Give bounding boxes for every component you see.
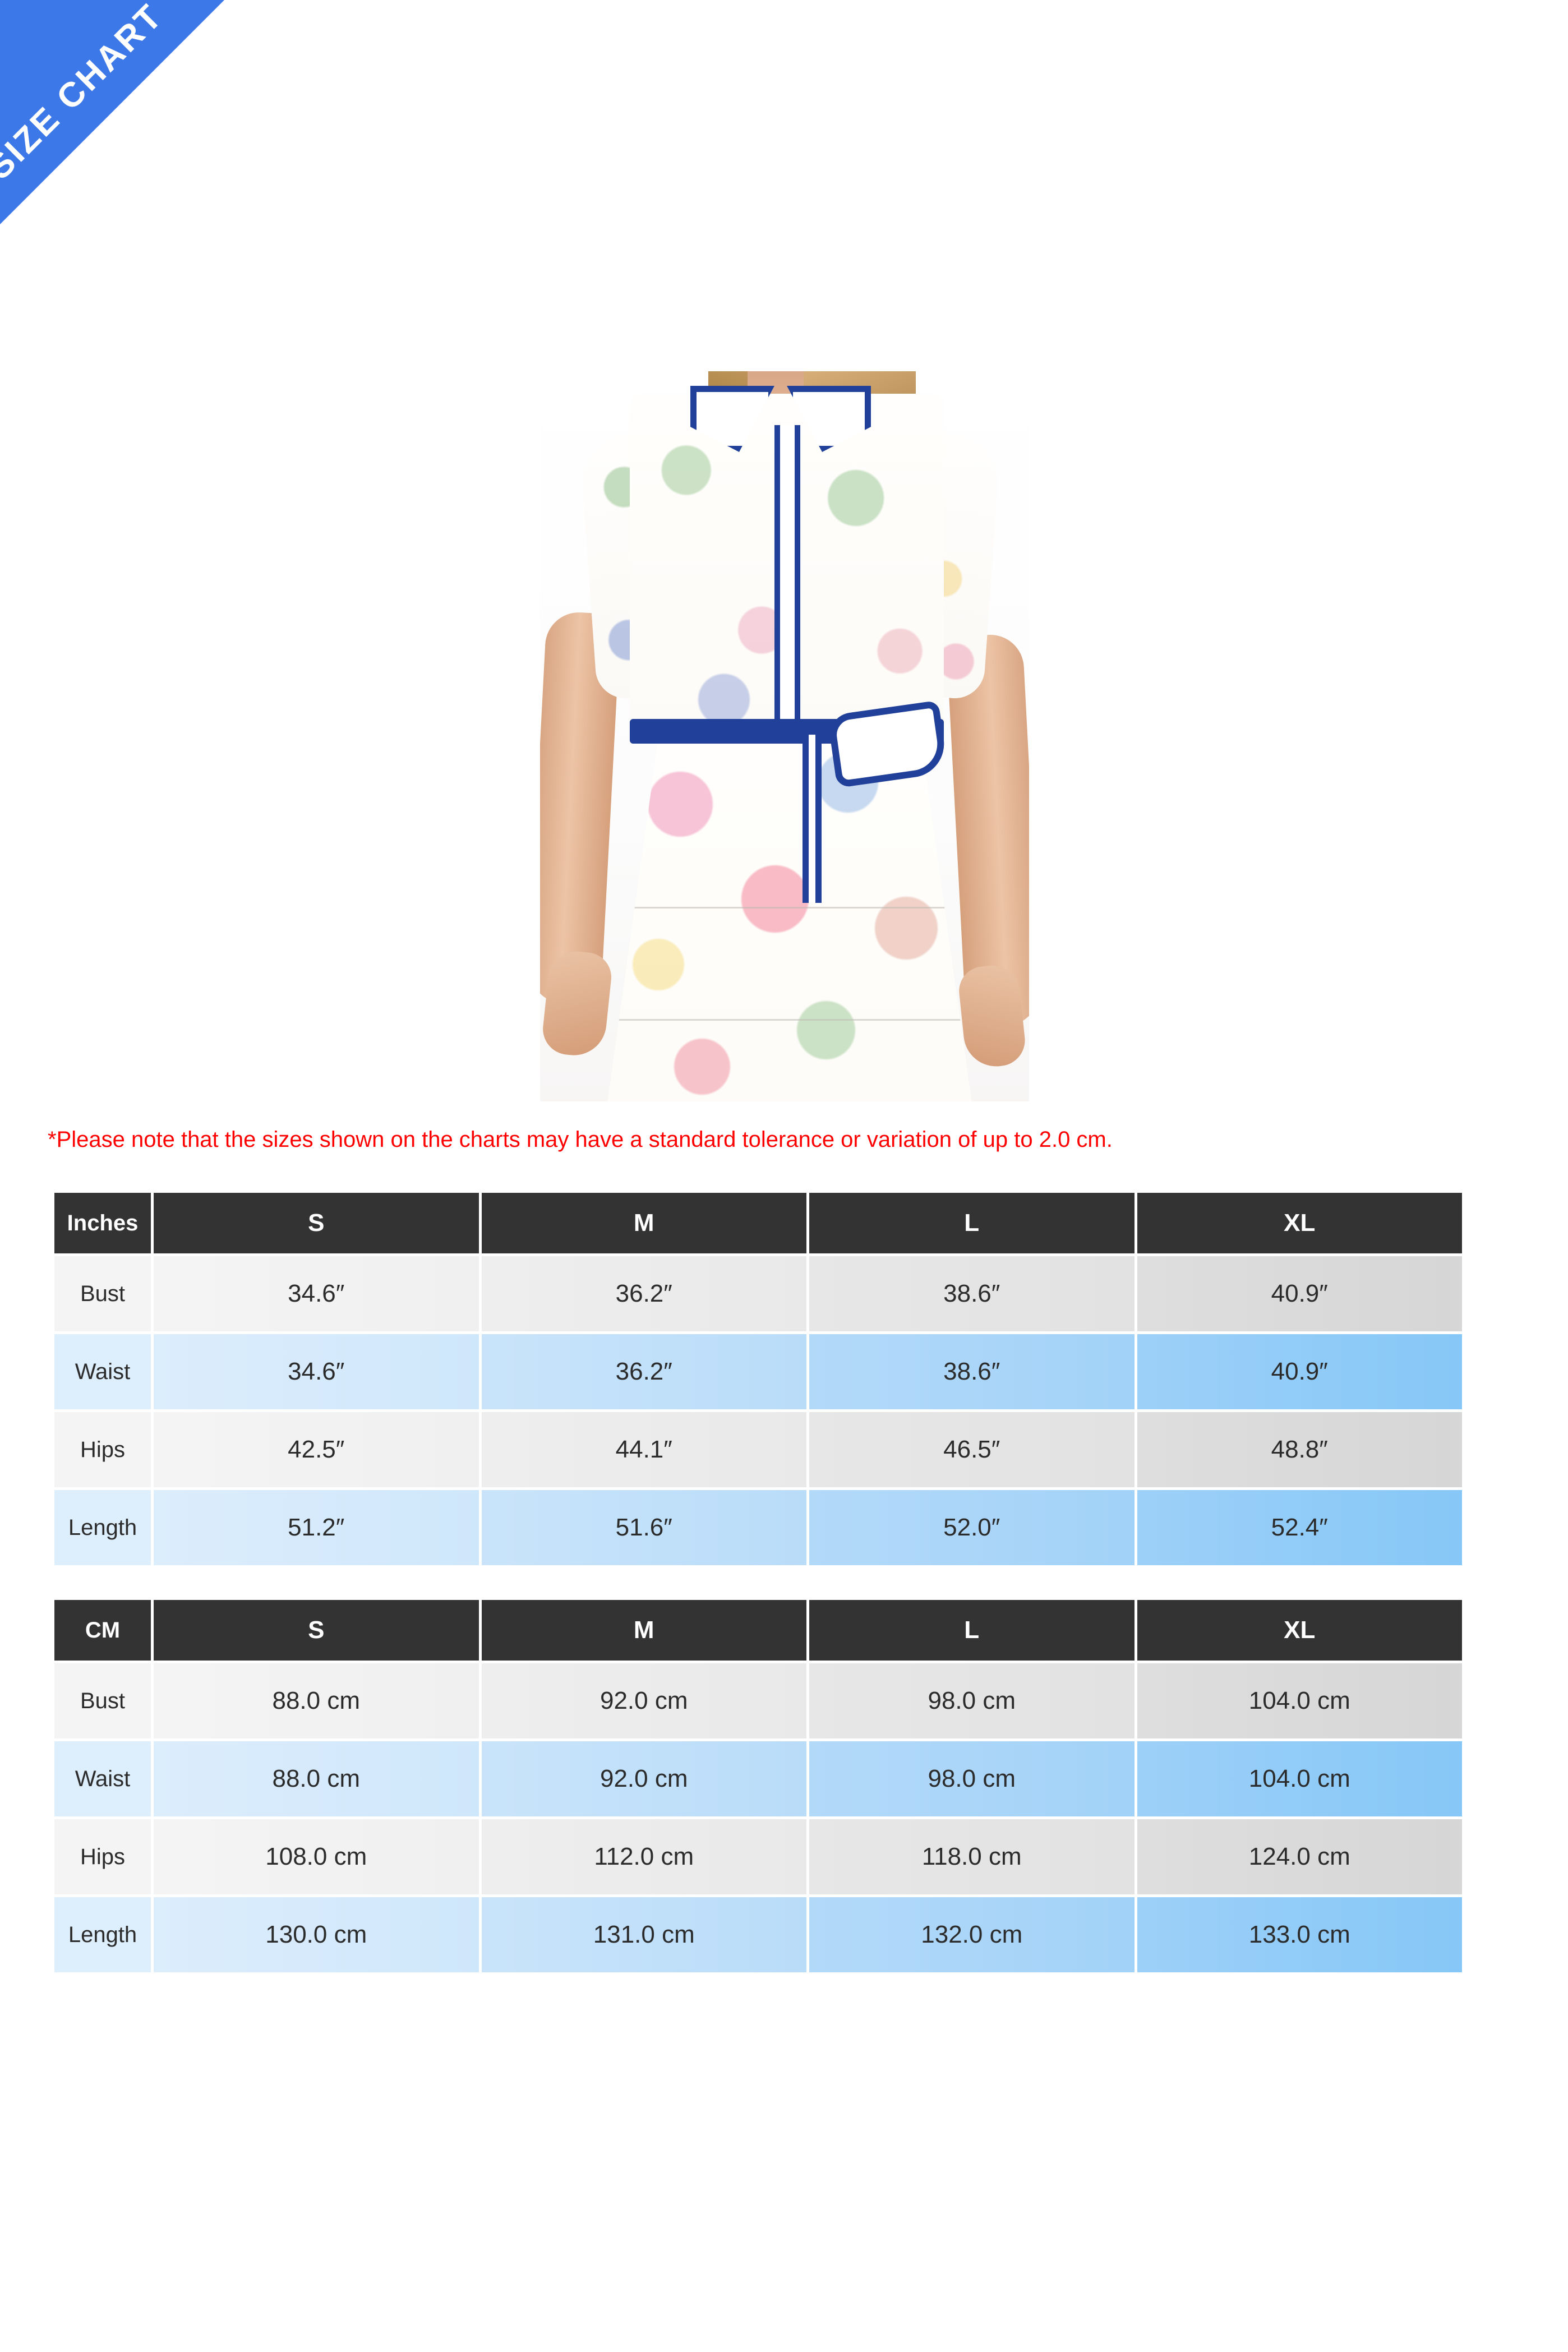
cell-length-l: 132.0 cm [809, 1897, 1135, 1972]
cell-bust-l: 38.6″ [809, 1256, 1135, 1331]
table-header-row: CM S M L XL [54, 1600, 1462, 1661]
cell-bust-m: 92.0 cm [481, 1663, 806, 1738]
cell-hips-s: 42.5″ [154, 1412, 479, 1487]
dress-skirt [607, 739, 972, 1101]
cell-length-xl: 133.0 cm [1137, 1897, 1462, 1972]
product-photo-canvas [540, 371, 1029, 1101]
dress-placket [774, 425, 800, 750]
ribbon-label: SIZE CHART [0, 0, 171, 187]
cell-hips-m: 44.1″ [481, 1412, 806, 1487]
cell-bust-xl: 40.9″ [1137, 1256, 1462, 1331]
unit-header-cm: CM [54, 1600, 151, 1661]
unit-header-inches: Inches [54, 1193, 151, 1253]
cell-waist-m: 36.2″ [481, 1334, 806, 1409]
size-header-l: L [809, 1193, 1135, 1253]
row-label-bust: Bust [54, 1256, 151, 1331]
row-label-length: Length [54, 1897, 151, 1972]
cell-bust-m: 36.2″ [481, 1256, 806, 1331]
cell-hips-s: 108.0 cm [154, 1819, 479, 1894]
cell-bust-xl: 104.0 cm [1137, 1663, 1462, 1738]
cell-length-s: 51.2″ [154, 1490, 479, 1565]
row-label-waist: Waist [54, 1334, 151, 1409]
table-row: Waist 34.6″ 36.2″ 38.6″ 40.9″ [54, 1334, 1462, 1409]
cell-waist-l: 38.6″ [809, 1334, 1135, 1409]
cell-hips-l: 118.0 cm [809, 1819, 1135, 1894]
cell-waist-s: 34.6″ [154, 1334, 479, 1409]
cell-length-s: 130.0 cm [154, 1897, 479, 1972]
dress-belt-tail [803, 735, 822, 903]
row-label-bust: Bust [54, 1663, 151, 1738]
size-table-inches: Inches S M L XL Bust 34.6″ 36.2″ 38.6″ 4… [52, 1190, 1465, 1568]
row-label-hips: Hips [54, 1412, 151, 1487]
cell-length-l: 52.0″ [809, 1490, 1135, 1565]
ribbon-triangle-shape [0, 0, 224, 224]
tolerance-note: *Please note that the sizes shown on the… [48, 1127, 1113, 1152]
table-row: Waist 88.0 cm 92.0 cm 98.0 cm 104.0 cm [54, 1741, 1462, 1816]
cell-waist-xl: 40.9″ [1137, 1334, 1462, 1409]
cell-waist-s: 88.0 cm [154, 1741, 479, 1816]
cell-hips-xl: 124.0 cm [1137, 1819, 1462, 1894]
row-label-waist: Waist [54, 1741, 151, 1816]
table-row: Bust 88.0 cm 92.0 cm 98.0 cm 104.0 cm [54, 1663, 1462, 1738]
size-chart-ribbon: SIZE CHART [0, 0, 236, 236]
size-header-s: S [154, 1193, 479, 1253]
cell-hips-xl: 48.8″ [1137, 1412, 1462, 1487]
table-row: Bust 34.6″ 36.2″ 38.6″ 40.9″ [54, 1256, 1462, 1331]
size-table-cm: CM S M L XL Bust 88.0 cm 92.0 cm 98.0 cm… [52, 1597, 1465, 1975]
skirt-tier-seam [607, 1019, 972, 1021]
table-row: Length 51.2″ 51.6″ 52.0″ 52.4″ [54, 1490, 1462, 1565]
size-header-s: S [154, 1600, 479, 1661]
table-row: Length 130.0 cm 131.0 cm 132.0 cm 133.0 … [54, 1897, 1462, 1972]
cell-length-xl: 52.4″ [1137, 1490, 1462, 1565]
cell-bust-s: 88.0 cm [154, 1663, 479, 1738]
size-header-m: M [481, 1600, 806, 1661]
size-header-xl: XL [1137, 1193, 1462, 1253]
cell-waist-xl: 104.0 cm [1137, 1741, 1462, 1816]
size-header-xl: XL [1137, 1600, 1462, 1661]
cell-waist-m: 92.0 cm [481, 1741, 806, 1816]
table-row: Hips 42.5″ 44.1″ 46.5″ 48.8″ [54, 1412, 1462, 1487]
cell-waist-l: 98.0 cm [809, 1741, 1135, 1816]
skirt-tier-seam [607, 907, 972, 908]
row-label-hips: Hips [54, 1819, 151, 1894]
table-row: Hips 108.0 cm 112.0 cm 118.0 cm 124.0 cm [54, 1819, 1462, 1894]
size-header-l: L [809, 1600, 1135, 1661]
cell-length-m: 51.6″ [481, 1490, 806, 1565]
product-photo [540, 371, 1029, 1101]
cell-bust-s: 34.6″ [154, 1256, 479, 1331]
cell-length-m: 131.0 cm [481, 1897, 806, 1972]
cell-hips-m: 112.0 cm [481, 1819, 806, 1894]
row-label-length: Length [54, 1490, 151, 1565]
cell-bust-l: 98.0 cm [809, 1663, 1135, 1738]
size-header-m: M [481, 1193, 806, 1253]
cell-hips-l: 46.5″ [809, 1412, 1135, 1487]
table-header-row: Inches S M L XL [54, 1193, 1462, 1253]
